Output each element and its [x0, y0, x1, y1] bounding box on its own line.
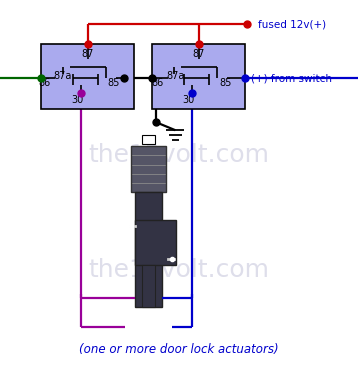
Text: 87: 87 [193, 48, 205, 59]
Bar [131, 174, 166, 183]
Text: 86: 86 [39, 78, 51, 88]
Text: fused 12v(+): fused 12v(+) [258, 19, 326, 29]
Bar [131, 183, 166, 192]
Bar [131, 165, 166, 174]
Text: 30: 30 [71, 95, 83, 105]
Bar [135, 220, 176, 265]
Bar [135, 192, 162, 307]
Bar [142, 265, 155, 307]
Text: 85: 85 [219, 78, 232, 88]
Text: the12volt.com: the12volt.com [88, 258, 270, 282]
Bar [41, 44, 134, 109]
Text: 87a: 87a [53, 71, 72, 81]
Text: 87a: 87a [166, 71, 185, 81]
Text: 85: 85 [108, 78, 120, 88]
Bar [131, 146, 166, 155]
Text: 87: 87 [82, 48, 94, 59]
Text: (one or more door lock actuators): (one or more door lock actuators) [79, 343, 279, 356]
Bar [152, 44, 245, 109]
Text: the12volt.com: the12volt.com [88, 144, 270, 167]
Bar [131, 155, 166, 165]
Bar [142, 135, 155, 144]
Text: 30: 30 [182, 95, 194, 105]
Text: (+) from switch: (+) from switch [251, 73, 332, 83]
Bar [131, 146, 166, 192]
Text: 86: 86 [151, 78, 164, 88]
